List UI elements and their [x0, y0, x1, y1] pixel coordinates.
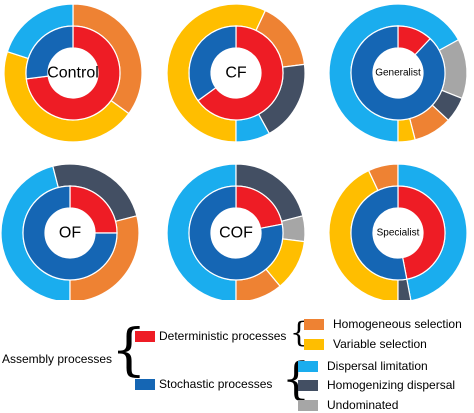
cof-center-hole — [211, 208, 261, 258]
control-center-label: Control — [47, 65, 99, 82]
specialist-center-label: Specialist — [377, 228, 420, 239]
legend-swatch-deterministic — [135, 331, 155, 342]
legend-dispersal-limitation: Dispersal limitation — [327, 359, 428, 373]
legend-homogeneous-selection: Homogeneous selection — [333, 317, 462, 331]
legend-deterministic: Deterministic processes — [159, 329, 287, 343]
donut-cof: COF — [166, 163, 306, 300]
legend-swatch-homogenizing-dispersal — [298, 380, 318, 391]
legend-assembly-processes: Assembly processes — [2, 352, 113, 366]
legend-variable-selection: Variable selection — [333, 337, 427, 351]
donut-control: Control — [3, 3, 143, 143]
donut-cf: CF — [166, 3, 306, 143]
legend-swatch-homogeneous-selection — [304, 319, 324, 330]
of-center-label: OF — [59, 225, 81, 242]
donut-charts: Control CF Generalist OF COF Specialist — [0, 3, 468, 300]
generalist-center-label: Generalist — [375, 68, 421, 79]
specialist-inner-slice-stochastic-processes — [350, 185, 408, 281]
control-center-hole — [48, 48, 98, 98]
legend-brace-deterministic: { — [290, 316, 308, 349]
legend-stochastic: Stochastic processes — [159, 377, 273, 391]
legend-undominated: Undominated — [327, 398, 399, 412]
donut-specialist: Specialist — [328, 163, 468, 300]
cof-center-label: COF — [219, 225, 253, 242]
legend-swatch-undominated — [298, 400, 318, 411]
donut-generalist: Generalist — [328, 3, 468, 143]
cf-center-label: CF — [225, 65, 247, 82]
donut-of: OF — [0, 163, 140, 300]
legend-swatch-stochastic — [135, 379, 155, 390]
legend-homogenizing-dispersal: Homogenizing dispersal — [327, 378, 456, 392]
legend-swatch-dispersal-limitation — [298, 361, 318, 372]
of-center-hole — [45, 208, 95, 258]
legend-swatch-variable-selection — [304, 339, 324, 350]
generalist-center-hole — [373, 48, 423, 98]
cf-center-hole — [211, 48, 261, 98]
specialist-center-hole — [373, 208, 423, 258]
